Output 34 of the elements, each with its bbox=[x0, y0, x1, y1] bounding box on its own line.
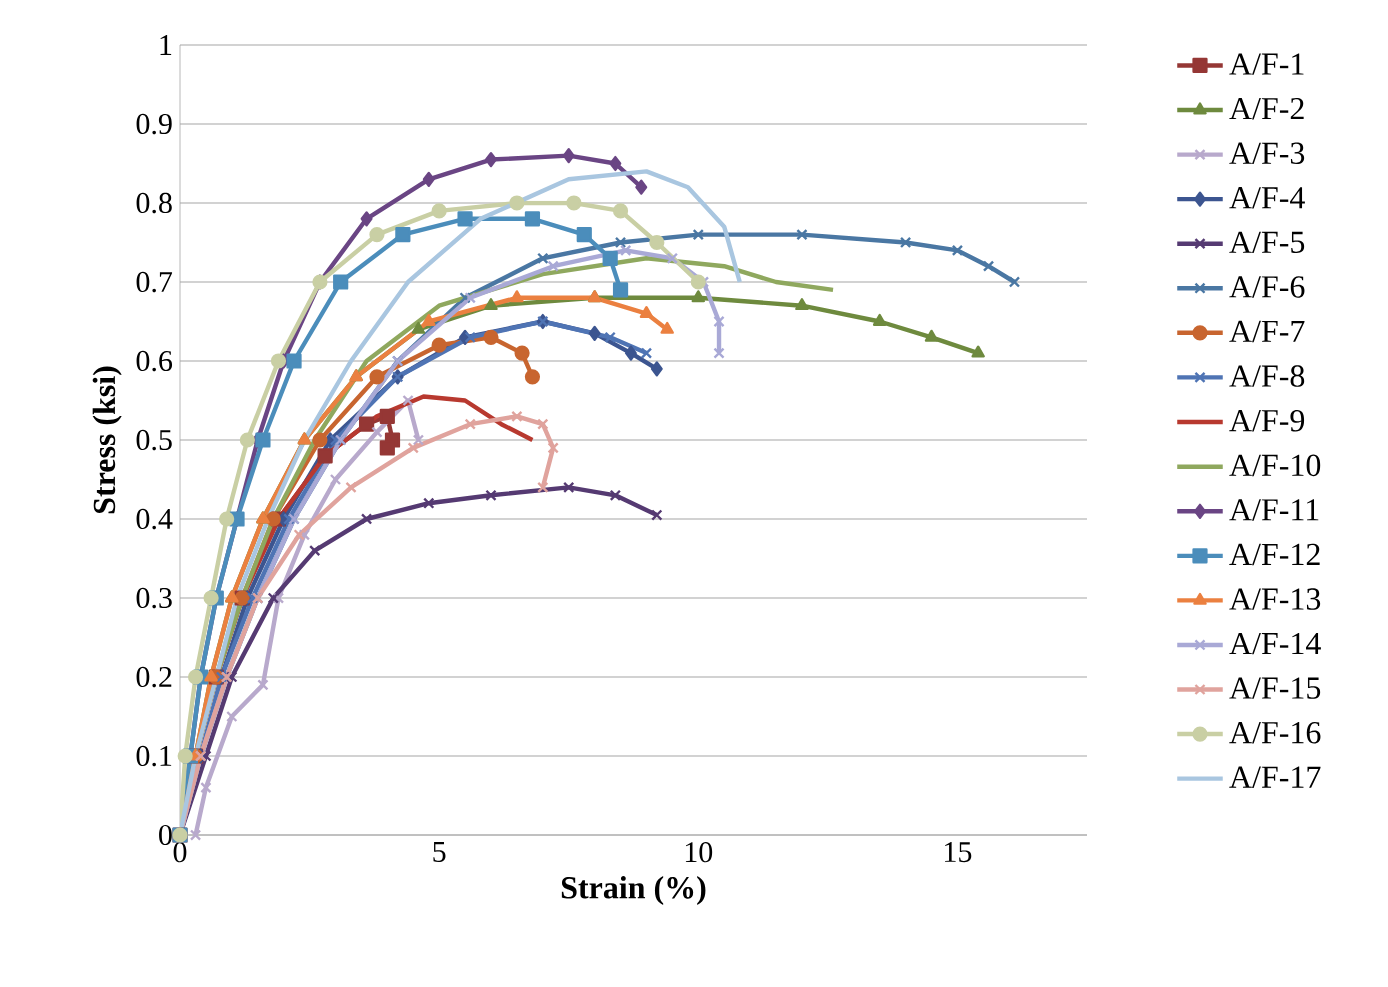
legend-label: A/F-3 bbox=[1229, 142, 1305, 165]
y-tick-label: 0.3 bbox=[136, 587, 172, 609]
legend-label: A/F-6 bbox=[1229, 276, 1305, 298]
y-tick-label: 0.4 bbox=[136, 508, 173, 530]
x-tick-label: 5 bbox=[433, 842, 446, 862]
legend-label: A/F-16 bbox=[1229, 721, 1321, 744]
y-tick-label: 0 bbox=[159, 824, 172, 846]
legend-label: A/F-7 bbox=[1229, 320, 1305, 343]
y-tick-label: 0.9 bbox=[136, 113, 172, 135]
legend-label: A/F-10 bbox=[1229, 454, 1321, 477]
legend-label: A/F-14 bbox=[1229, 632, 1321, 655]
x-axis-title: Strain (%) bbox=[561, 876, 706, 906]
x-tick-label: 10 bbox=[685, 842, 713, 863]
legend-label: A/F-11 bbox=[1229, 499, 1319, 521]
legend-label: A/F-8 bbox=[1229, 365, 1305, 387]
x-tick-label: 15 bbox=[945, 842, 972, 863]
legend-label: A/F-9 bbox=[1229, 409, 1305, 432]
y-tick-label: 0.6 bbox=[136, 350, 173, 372]
y-axis-title: Stress (ksi) bbox=[92, 366, 122, 514]
legend-label: A/F-4 bbox=[1229, 187, 1305, 209]
y-tick-label: 1 bbox=[160, 35, 172, 55]
x-tick-label: 0 bbox=[173, 842, 187, 863]
legend-label: A/F-5 bbox=[1229, 231, 1305, 254]
legend-label: A/F-15 bbox=[1229, 677, 1321, 699]
legend-label: A/F-2 bbox=[1229, 97, 1304, 120]
legend-label: A/F-17 bbox=[1229, 766, 1321, 788]
legend-label: A/F-1 bbox=[1229, 53, 1304, 75]
y-tick-label: 0.1 bbox=[136, 745, 172, 767]
y-tick-label: 0.8 bbox=[136, 192, 172, 214]
y-tick-label: 0.5 bbox=[136, 429, 172, 451]
y-tick-label: 0.7 bbox=[136, 271, 173, 293]
y-tick-label: 0.2 bbox=[136, 666, 172, 688]
legend-label: A/F-12 bbox=[1229, 543, 1320, 566]
legend-label: A/F-13 bbox=[1229, 588, 1321, 610]
